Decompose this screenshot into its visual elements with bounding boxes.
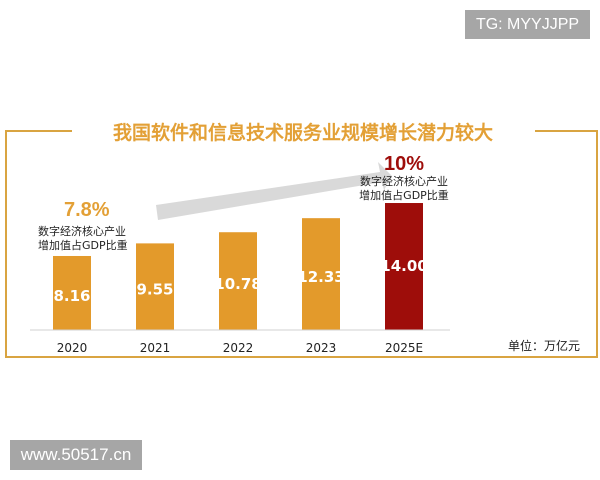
x-tick-label: 2020 — [57, 341, 88, 355]
bar-2023 — [302, 218, 340, 330]
annotation-2020-line2: 增加值占GDP比重 — [38, 238, 128, 252]
x-tick-label: 2025E — [385, 341, 423, 355]
watermark-tg: TG: MYYJJPP — [465, 10, 590, 39]
data-label: 10.78 — [214, 275, 261, 293]
x-tick-label: 2021 — [140, 341, 171, 355]
chart-title: 我国软件和信息技术服务业规模增长潜力较大 — [113, 121, 493, 144]
annotation-2025-line1: 数字经济核心产业 — [360, 174, 448, 188]
bar-2025E — [385, 203, 423, 330]
annotation-2020-value: 7.8% — [64, 199, 110, 221]
unit-label: 单位：万亿元 — [508, 338, 580, 353]
bar-2022 — [219, 232, 257, 330]
data-label: 8.16 — [53, 287, 90, 305]
data-label: 12.33 — [297, 268, 344, 286]
x-tick-label: 2022 — [223, 341, 254, 355]
bar-2020 — [53, 255, 91, 330]
annotation-2020-line1: 数字经济核心产业 — [38, 224, 126, 238]
watermark-site: www.50517.cn — [10, 440, 142, 470]
bar-2021 — [136, 243, 174, 330]
data-label: 9.55 — [136, 281, 173, 299]
data-label: 14.00 — [380, 257, 427, 275]
annotation-2025-value: 10% — [384, 153, 424, 175]
annotation-2025-line2: 增加值占GDP比重 — [359, 188, 449, 202]
x-tick-label: 2023 — [306, 341, 337, 355]
chart-frame — [5, 130, 598, 358]
trend-arrow — [156, 162, 392, 220]
